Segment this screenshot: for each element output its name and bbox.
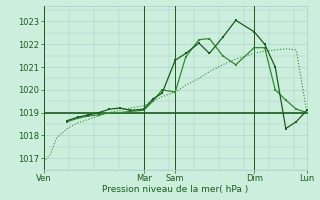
X-axis label: Pression niveau de la mer( hPa ): Pression niveau de la mer( hPa ): [102, 185, 248, 194]
